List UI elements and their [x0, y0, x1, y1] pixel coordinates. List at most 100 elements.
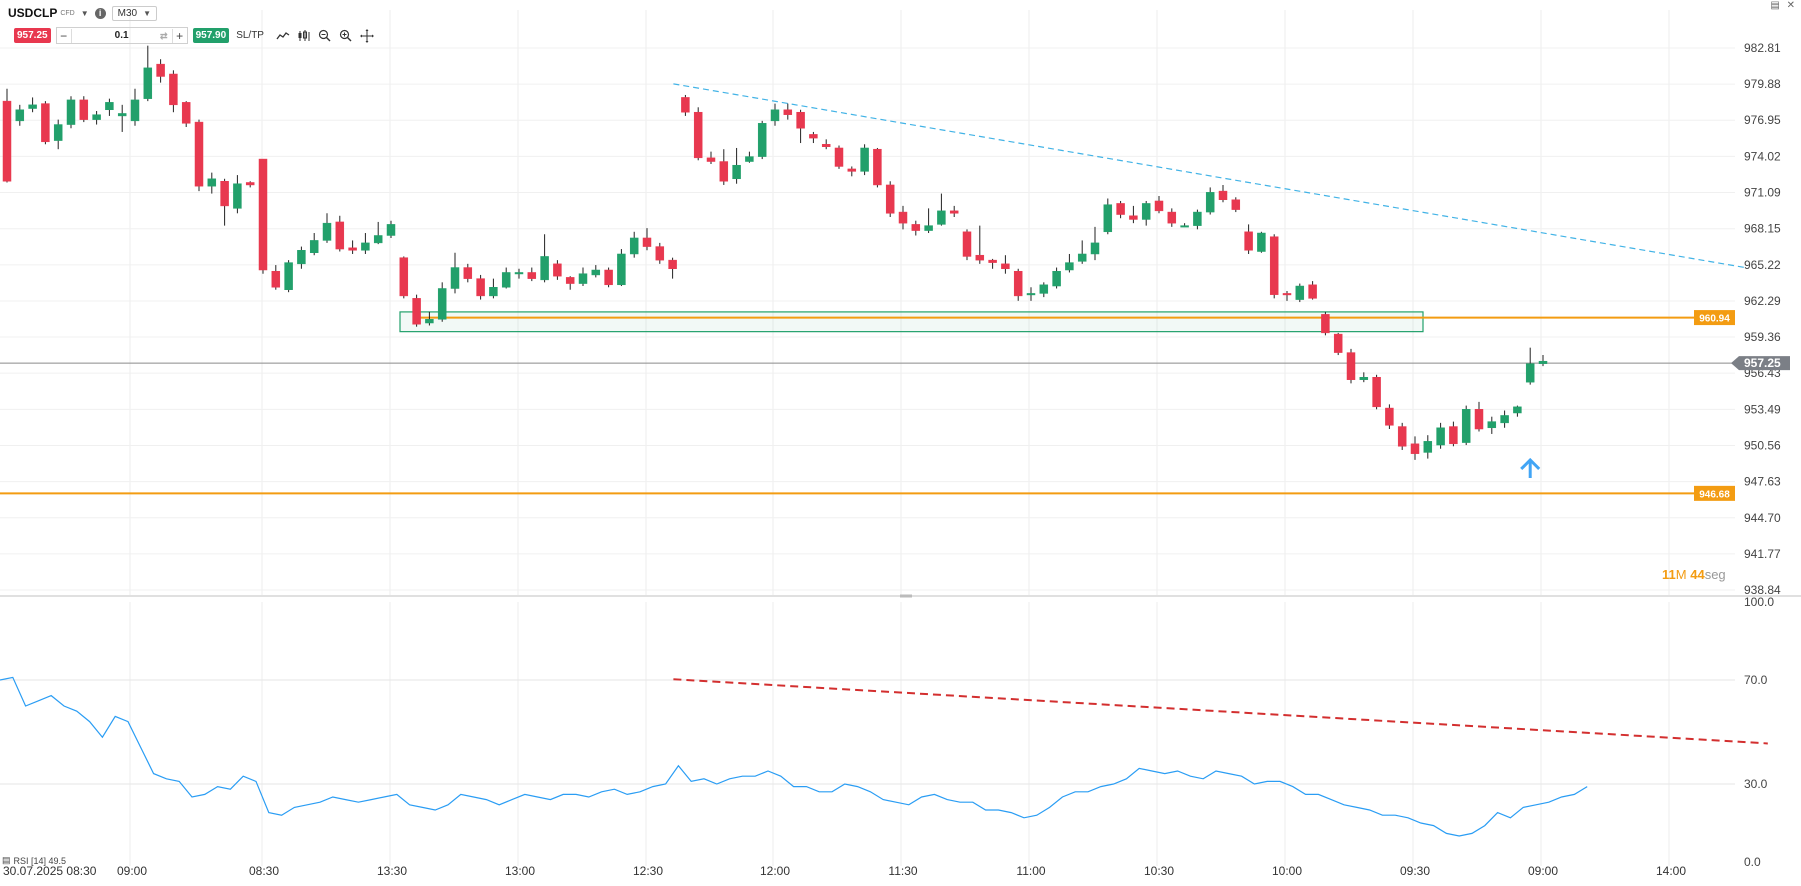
candle-body: [1397, 426, 1407, 447]
candle: [1269, 234, 1279, 299]
candle-body: [514, 272, 524, 275]
candle: [1410, 436, 1420, 460]
candle-body: [591, 269, 601, 276]
symbol-name[interactable]: USDCLP: [8, 6, 58, 20]
candle-body: [271, 270, 281, 288]
swap-icon[interactable]: ⇄: [160, 30, 168, 41]
candle: [15, 104, 25, 126]
candle: [847, 166, 857, 177]
candle: [156, 59, 165, 83]
timeframe-select[interactable]: M30 ▼: [111, 5, 158, 21]
candle-body: [1205, 192, 1215, 213]
candle-body: [821, 144, 831, 147]
candle: [169, 70, 178, 113]
current-price-label: 957.25: [1744, 356, 1781, 370]
candle-body: [1538, 360, 1548, 364]
candle: [130, 88, 140, 126]
candle: [1513, 405, 1522, 417]
candle-body: [1026, 293, 1036, 296]
candle: [642, 228, 652, 251]
candle: [181, 101, 191, 128]
quantity-stepper[interactable]: − 0.1 ⇄ +: [55, 27, 188, 44]
candle-body: [28, 104, 37, 109]
candle: [1308, 281, 1317, 300]
candle-body: [719, 161, 729, 182]
candle-body: [668, 259, 677, 270]
candle-body: [706, 157, 716, 162]
candle: [668, 257, 677, 279]
candle: [1077, 240, 1087, 264]
candle-body: [425, 319, 434, 324]
x-tick-label: 09:30: [1400, 864, 1430, 878]
candle: [1372, 374, 1381, 410]
candle-body: [847, 168, 857, 172]
window-controls[interactable]: ▤ ✕: [1770, 0, 1797, 11]
candle: [1449, 421, 1458, 447]
candle-body: [962, 231, 972, 257]
candle: [1090, 226, 1100, 261]
candle-body: [1449, 426, 1458, 445]
candle: [1065, 253, 1074, 273]
zoom-out-icon[interactable]: [317, 28, 333, 43]
rsi-legend[interactable]: ▤ RSI [14] 49.5: [2, 855, 66, 866]
horizontal-level-label: 946.68: [1699, 489, 1730, 500]
current-price-tag: [1731, 356, 1790, 371]
candle: [783, 103, 793, 120]
candle-countdown-timer: 11M 44seg: [1662, 567, 1726, 582]
sell-button[interactable]: 957.25: [14, 28, 51, 43]
x-tick-label: 08:30: [249, 864, 279, 878]
candle: [732, 147, 741, 184]
price-y-tick-label: 971.09: [1744, 185, 1781, 199]
price-y-tick-label: 982.81: [1744, 41, 1781, 55]
candles-icon[interactable]: [296, 28, 312, 43]
candle-body: [1513, 406, 1522, 414]
candle: [911, 220, 921, 236]
info-icon[interactable]: i: [94, 7, 106, 19]
candle: [937, 193, 946, 226]
candle: [617, 249, 626, 287]
candle-body: [143, 67, 153, 99]
x-tick-label: 12:00: [760, 864, 790, 878]
candle: [28, 97, 37, 113]
candle: [117, 104, 127, 132]
candle: [1205, 187, 1215, 215]
candle-body: [745, 156, 754, 162]
candle: [757, 120, 767, 160]
candle: [322, 213, 332, 243]
quantity-value[interactable]: 0.1 ⇄: [70, 28, 173, 43]
candle-body: [1525, 363, 1535, 383]
quantity-plus-button[interactable]: +: [176, 28, 184, 43]
x-tick-label: 10:00: [1272, 864, 1302, 878]
candle: [1193, 209, 1202, 230]
quantity-minus-button[interactable]: −: [60, 28, 68, 43]
candle-body: [911, 224, 921, 231]
candle: [1500, 410, 1509, 428]
candle: [207, 172, 217, 194]
candle-body: [399, 257, 409, 297]
price-y-tick-label: 947.63: [1744, 475, 1781, 489]
buy-button[interactable]: 957.90: [192, 28, 230, 43]
horizontal-level-tag: [1694, 485, 1735, 501]
header-toolbar: USDCLP CFD ▼ i M30 ▼: [8, 3, 158, 23]
candle: [565, 276, 575, 290]
candle-body: [1193, 211, 1202, 226]
x-tick-label: 10:30: [1144, 864, 1174, 878]
x-tick-label: 13:00: [505, 864, 535, 878]
line-chart-icon[interactable]: [275, 28, 291, 43]
candle-body: [578, 273, 588, 284]
candle-body: [1487, 421, 1497, 429]
candle: [1103, 198, 1113, 235]
candle: [297, 246, 306, 269]
price-y-tick-label: 953.49: [1744, 402, 1781, 416]
indicator-list-icon[interactable]: ▤: [2, 855, 11, 865]
crosshair-icon[interactable]: [359, 28, 375, 43]
symbol-dropdown-chevron-icon[interactable]: ▼: [80, 8, 89, 18]
sltp-button[interactable]: SL/TP: [236, 30, 264, 41]
candle-body: [642, 237, 652, 247]
zoom-in-icon[interactable]: [338, 28, 354, 43]
candle: [1026, 287, 1036, 301]
candle-body: [1013, 270, 1023, 297]
candle: [348, 240, 357, 254]
candle-body: [169, 73, 178, 106]
